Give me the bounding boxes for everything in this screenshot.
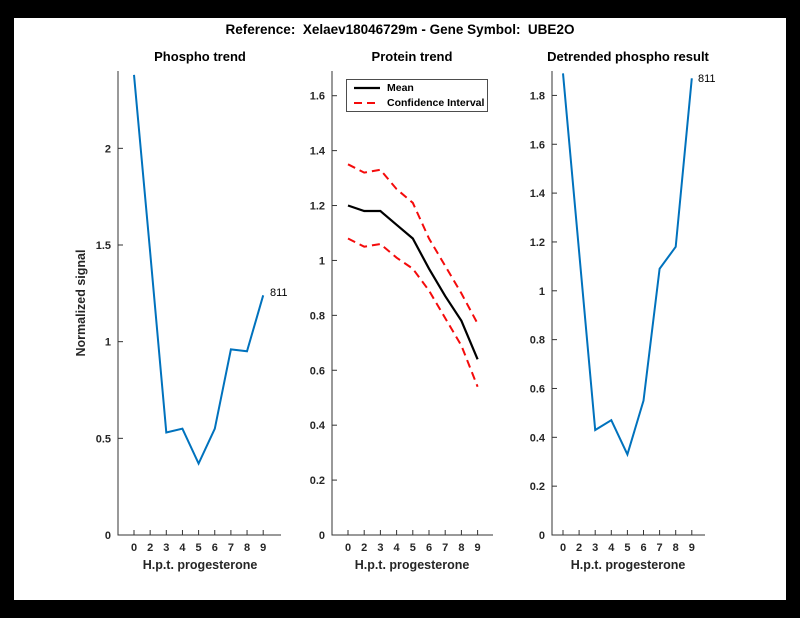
x-tick-label: 8 [244, 542, 250, 554]
subplot-phospho-title: Phospho trend [154, 49, 246, 64]
x-tick-label: 5 [196, 542, 202, 554]
x-tick-label: 0 [345, 542, 351, 554]
series-mean [347, 204, 479, 360]
x-tick-label: 9 [689, 542, 695, 554]
x-tick-label: 9 [260, 542, 266, 554]
y-tick-label: 0.2 [310, 475, 325, 487]
x-tick-label: 2 [147, 542, 153, 554]
x-tick-label: 4 [608, 542, 615, 554]
subplot-detrended-title: Detrended phospho result [547, 49, 709, 64]
legend-confidence-interval-label: Confidence Interval [387, 97, 485, 109]
subplot-protein-title: Protein trend [371, 49, 453, 64]
y-tick-label: 0.6 [530, 383, 545, 395]
y-tick-label: 1.4 [310, 146, 326, 158]
y-tick-label: 1.4 [530, 188, 546, 200]
x-tick-label: 8 [458, 542, 464, 554]
y-tick-label: 0 [539, 530, 545, 542]
x-tick-label: 3 [163, 542, 169, 554]
x-tick-label: 6 [212, 542, 218, 554]
x-tick-label: 5 [624, 542, 630, 554]
subplot-phospho-xlabel: H.p.t. progesterone [142, 558, 258, 572]
y-tick-label: 1 [319, 255, 325, 267]
legend-item-mean: Mean [353, 82, 487, 94]
figure-title: Reference: Xelaev18046729m - Gene Symbol… [225, 22, 575, 37]
chart-phospho: 00.511.520 2 3 4 5 6 7 8 9 [96, 71, 281, 554]
x-tick-label: 7 [228, 542, 234, 554]
y-tick-label: 1 [105, 337, 111, 349]
y-tick-label: 0.4 [530, 432, 546, 444]
x-tick-label: 7 [657, 542, 663, 554]
legend-mean-label: Mean [387, 82, 414, 94]
series-confidence-interval-lower [347, 237, 479, 388]
subplot-protein-xlabel: H.p.t. progesterone [354, 558, 470, 572]
x-tick-label: 4 [394, 542, 401, 554]
chart-protein: 00.20.40.60.811.21.41.60 2 3 4 5 6 7 8 9 [310, 71, 493, 554]
y-tick-label: 1.2 [530, 237, 545, 249]
x-tick-label: 4 [179, 542, 186, 554]
legend-item-confidence-interval: Confidence Interval [353, 97, 487, 109]
y-tick-label: 1 [539, 286, 545, 298]
y-tick-label: 2 [105, 143, 111, 155]
y-tick-label: 1.2 [310, 201, 325, 213]
x-tick-label: 5 [410, 542, 416, 554]
subplot-detrended-xlabel: H.p.t. progesterone [570, 558, 686, 572]
x-tick-label: 3 [377, 542, 383, 554]
y-tick-label: 0.2 [530, 481, 545, 493]
series-phospho-signal [133, 74, 265, 466]
y-tick-label: 0 [319, 530, 325, 542]
x-tick-label: 2 [576, 542, 582, 554]
y-tick-label: 0.4 [310, 420, 326, 432]
confidence-interval-line-sample-icon [354, 102, 380, 104]
y-tick-label: 0.6 [310, 365, 325, 377]
x-tick-label: 6 [426, 542, 432, 554]
series-detrended-phospho-signal [562, 73, 693, 458]
series-confidence-interval-upper [347, 163, 479, 325]
x-tick-label: 6 [640, 542, 646, 554]
mean-line-sample-icon [354, 86, 380, 90]
x-tick-label: 7 [442, 542, 448, 554]
y-tick-label: 0.8 [310, 310, 325, 322]
y-tick-label: 1.5 [96, 240, 111, 252]
x-tick-label: 9 [475, 542, 481, 554]
y-tick-label: 0 [105, 530, 111, 542]
y-tick-label: 1.8 [530, 90, 545, 102]
x-tick-label: 8 [673, 542, 679, 554]
y-tick-label: 1.6 [530, 139, 545, 151]
x-tick-label: 0 [560, 542, 566, 554]
detrended-endpoint-annotation: 811 [698, 73, 716, 85]
chart-detrended: 00.20.40.60.811.21.41.61.80 2 3 4 5 6 7 8 9 [530, 71, 705, 554]
x-tick-label: 3 [592, 542, 598, 554]
figure-canvas: Reference: Xelaev18046729m - Gene Symbol… [14, 18, 786, 600]
legend-box: Mean Confidence Interval [346, 79, 488, 112]
charts-canvas: 00.511.520 2 3 4 5 6 7 8 900.20.40.60.811.21.41.… [96, 71, 705, 554]
y-tick-label: 0.5 [96, 433, 111, 445]
x-tick-label: 0 [131, 542, 137, 554]
phospho-endpoint-annotation: 811 [270, 287, 288, 299]
x-tick-label: 2 [361, 542, 367, 554]
y-tick-label: 0.8 [530, 335, 545, 347]
y-tick-label: 1.6 [310, 91, 325, 103]
